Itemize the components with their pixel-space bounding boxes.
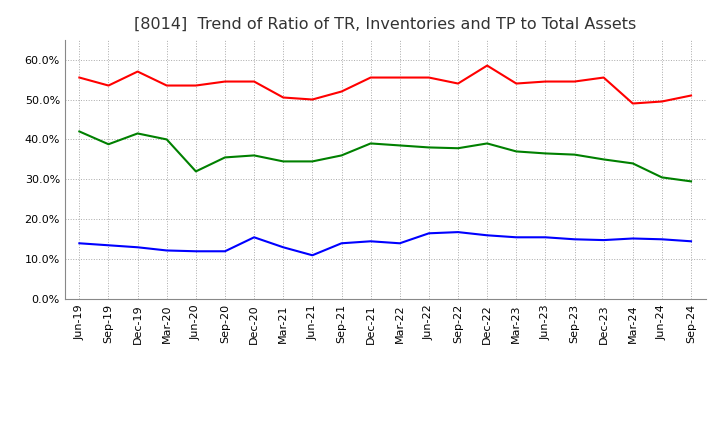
- Trade Payables: [570, 152, 579, 157]
- Trade Receivables: [629, 101, 637, 106]
- Trade Payables: [599, 157, 608, 162]
- Inventories: [629, 236, 637, 241]
- Trade Receivables: [104, 83, 113, 88]
- Trade Payables: [279, 159, 287, 164]
- Trade Payables: [75, 129, 84, 134]
- Trade Payables: [512, 149, 521, 154]
- Title: [8014]  Trend of Ratio of TR, Inventories and TP to Total Assets: [8014] Trend of Ratio of TR, Inventories…: [134, 16, 636, 32]
- Trade Receivables: [163, 83, 171, 88]
- Trade Receivables: [483, 63, 492, 68]
- Trade Receivables: [454, 81, 462, 86]
- Inventories: [337, 241, 346, 246]
- Inventories: [512, 235, 521, 240]
- Trade Receivables: [279, 95, 287, 100]
- Inventories: [308, 253, 317, 258]
- Trade Payables: [629, 161, 637, 166]
- Inventories: [279, 245, 287, 250]
- Inventories: [395, 241, 404, 246]
- Inventories: [133, 245, 142, 250]
- Inventories: [483, 233, 492, 238]
- Trade Receivables: [133, 69, 142, 74]
- Trade Payables: [454, 146, 462, 151]
- Line: Trade Payables: Trade Payables: [79, 132, 691, 181]
- Trade Receivables: [541, 79, 550, 84]
- Trade Payables: [657, 175, 666, 180]
- Trade Receivables: [570, 79, 579, 84]
- Trade Receivables: [657, 99, 666, 104]
- Trade Payables: [220, 155, 229, 160]
- Trade Payables: [163, 137, 171, 142]
- Trade Payables: [192, 169, 200, 174]
- Trade Receivables: [337, 89, 346, 94]
- Trade Receivables: [75, 75, 84, 80]
- Trade Payables: [687, 179, 696, 184]
- Trade Receivables: [366, 75, 375, 80]
- Trade Payables: [541, 151, 550, 156]
- Trade Payables: [104, 142, 113, 147]
- Trade Receivables: [599, 75, 608, 80]
- Inventories: [366, 238, 375, 244]
- Trade Receivables: [250, 79, 258, 84]
- Trade Receivables: [308, 97, 317, 102]
- Trade Receivables: [425, 75, 433, 80]
- Trade Payables: [425, 145, 433, 150]
- Line: Inventories: Inventories: [79, 232, 691, 255]
- Inventories: [250, 235, 258, 240]
- Trade Payables: [250, 153, 258, 158]
- Inventories: [192, 249, 200, 254]
- Inventories: [104, 242, 113, 248]
- Trade Receivables: [395, 75, 404, 80]
- Trade Payables: [395, 143, 404, 148]
- Trade Payables: [483, 141, 492, 146]
- Inventories: [454, 230, 462, 235]
- Trade Payables: [337, 153, 346, 158]
- Inventories: [75, 241, 84, 246]
- Trade Payables: [133, 131, 142, 136]
- Trade Receivables: [192, 83, 200, 88]
- Trade Payables: [366, 141, 375, 146]
- Inventories: [220, 249, 229, 254]
- Line: Trade Receivables: Trade Receivables: [79, 66, 691, 103]
- Trade Payables: [308, 159, 317, 164]
- Inventories: [657, 237, 666, 242]
- Inventories: [163, 248, 171, 253]
- Inventories: [541, 235, 550, 240]
- Trade Receivables: [512, 81, 521, 86]
- Inventories: [599, 238, 608, 243]
- Inventories: [687, 238, 696, 244]
- Inventories: [425, 231, 433, 236]
- Inventories: [570, 237, 579, 242]
- Trade Receivables: [220, 79, 229, 84]
- Trade Receivables: [687, 93, 696, 98]
